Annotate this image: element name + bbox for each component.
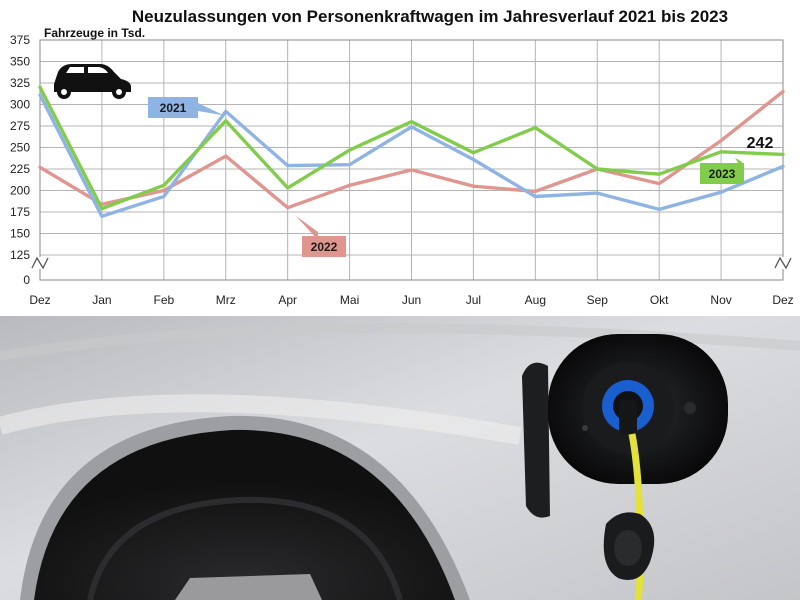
x-tick-label: Jul [466, 293, 481, 307]
axis-break-left [31, 256, 49, 270]
y-tick-label: 300 [10, 98, 30, 112]
x-tick-label: Dez [772, 293, 793, 307]
series-label-pointer [295, 215, 318, 240]
series-label-pointer [735, 157, 742, 170]
tire [34, 429, 455, 600]
y-tick-label: 250 [10, 141, 30, 155]
y-tick-label: 325 [10, 76, 30, 90]
x-tick-label: Aug [525, 293, 546, 307]
ev-charging-photo [0, 316, 800, 600]
y-tick-label: 350 [10, 55, 30, 69]
x-tick-label: Okt [650, 293, 669, 307]
series-label-box [148, 97, 198, 118]
y-tick-label: 275 [10, 119, 30, 133]
plot-frame [39, 39, 784, 281]
y-tick-label: 125 [10, 248, 30, 262]
x-tick-label: Jun [402, 293, 421, 307]
value-annotation: 242 [747, 135, 774, 152]
y-axis-label: Fahrzeuge in Tsd. [44, 26, 145, 40]
series-line-2023 [38, 85, 785, 211]
car-icon [54, 64, 131, 99]
x-tick-label: Dez [29, 293, 50, 307]
x-tick-label: Feb [153, 293, 174, 307]
series-label-box [700, 163, 744, 184]
x-tick-label: Sep [587, 293, 609, 307]
y-tick-label: 375 [10, 33, 30, 47]
y-tick-label: 175 [10, 205, 30, 219]
series-line-2021 [38, 93, 785, 219]
chart-title: Neuzulassungen von Personenkraftwagen im… [132, 7, 728, 26]
series-line-2022 [38, 89, 785, 210]
x-tick-label: Nov [710, 293, 731, 307]
y-tick-label: 225 [10, 162, 30, 176]
x-tick-label: Mai [340, 293, 359, 307]
series-label-2022: 2022 [311, 240, 338, 254]
x-tick-label: Jan [92, 293, 111, 307]
series-label-2021: 2021 [160, 101, 187, 115]
x-tick-label: Mrz [216, 293, 236, 307]
charging-port [548, 334, 728, 484]
y-tick-label: 0 [23, 273, 30, 287]
x-tick-label: Apr [278, 293, 297, 307]
axis-break-right [774, 256, 792, 270]
series-label-2023: 2023 [709, 167, 736, 181]
series-label-box [302, 236, 346, 257]
y-tick-label: 150 [10, 227, 30, 241]
y-tick-label: 200 [10, 184, 30, 198]
series-label-pointer [198, 103, 224, 116]
line-chart: Neuzulassungen von Personenkraftwagen im… [9, 7, 794, 307]
